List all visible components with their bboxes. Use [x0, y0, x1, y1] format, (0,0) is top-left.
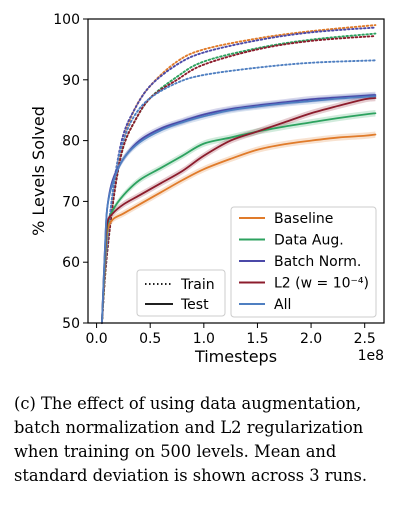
y-axis-ticks: 50 60 70 80 90 100: [53, 12, 88, 332]
y-tick-label: 90: [62, 73, 80, 89]
x-tick-label: 0.5: [139, 331, 161, 347]
line-chart: 0.0 0.5 1.0 1.5 2.0 2.5 50 60 70 80 90 100 % Level…: [29, 12, 385, 366]
legend-label-l2-w-10: L2 (w = 10⁻⁴): [274, 276, 369, 292]
legend-label-train: Train: [180, 277, 215, 293]
y-tick-label: 60: [62, 255, 80, 271]
y-tick-label: 100: [53, 12, 80, 28]
band-data-aug-test: [101, 110, 376, 327]
line-baseline-test: [101, 133, 377, 324]
plot-frame: [87, 18, 385, 324]
figure-caption: (c) The effect of using data augmentatio…: [14, 394, 368, 485]
legend-label-all: All: [274, 297, 291, 313]
x-tick-label: 0.0: [85, 331, 107, 347]
x-axis-ticks: 0.0 0.5 1.0 1.5 2.0 2.5: [85, 323, 376, 347]
x-axis-label: Timesteps: [194, 347, 277, 366]
line-l2-w-10-train: [100, 35, 377, 324]
legend-train-test: Train Test: [136, 269, 226, 317]
legend-label-batch-norm: Batch Norm.: [274, 254, 361, 270]
std-bands: [101, 91, 376, 327]
y-tick-label: 70: [62, 194, 80, 210]
x-tick-label: 2.0: [300, 331, 322, 347]
x-tick-label: 1.0: [193, 331, 215, 347]
y-axis-label: % Levels Solved: [29, 106, 48, 236]
x-tick-label: 2.5: [354, 331, 376, 347]
legend-box: [230, 206, 377, 318]
y-tick-label: 80: [62, 134, 80, 150]
line-all-test: [101, 95, 377, 324]
x-axis-offset-label: 1e8: [358, 348, 384, 364]
line-all-train: [100, 59, 377, 324]
line-l2-w-10-test: [101, 97, 377, 324]
legend-label-data-aug: Data Aug.: [274, 233, 344, 249]
legend-label-test: Test: [180, 297, 209, 313]
legend-label-baseline: Baseline: [274, 211, 333, 227]
y-tick-label: 50: [62, 316, 80, 332]
x-tick-label: 1.5: [246, 331, 268, 347]
legend-methods: Baseline Data Aug. Batch Norm. L2 (w = 10⁻⁴…: [230, 206, 377, 318]
series-lines: [100, 24, 377, 324]
